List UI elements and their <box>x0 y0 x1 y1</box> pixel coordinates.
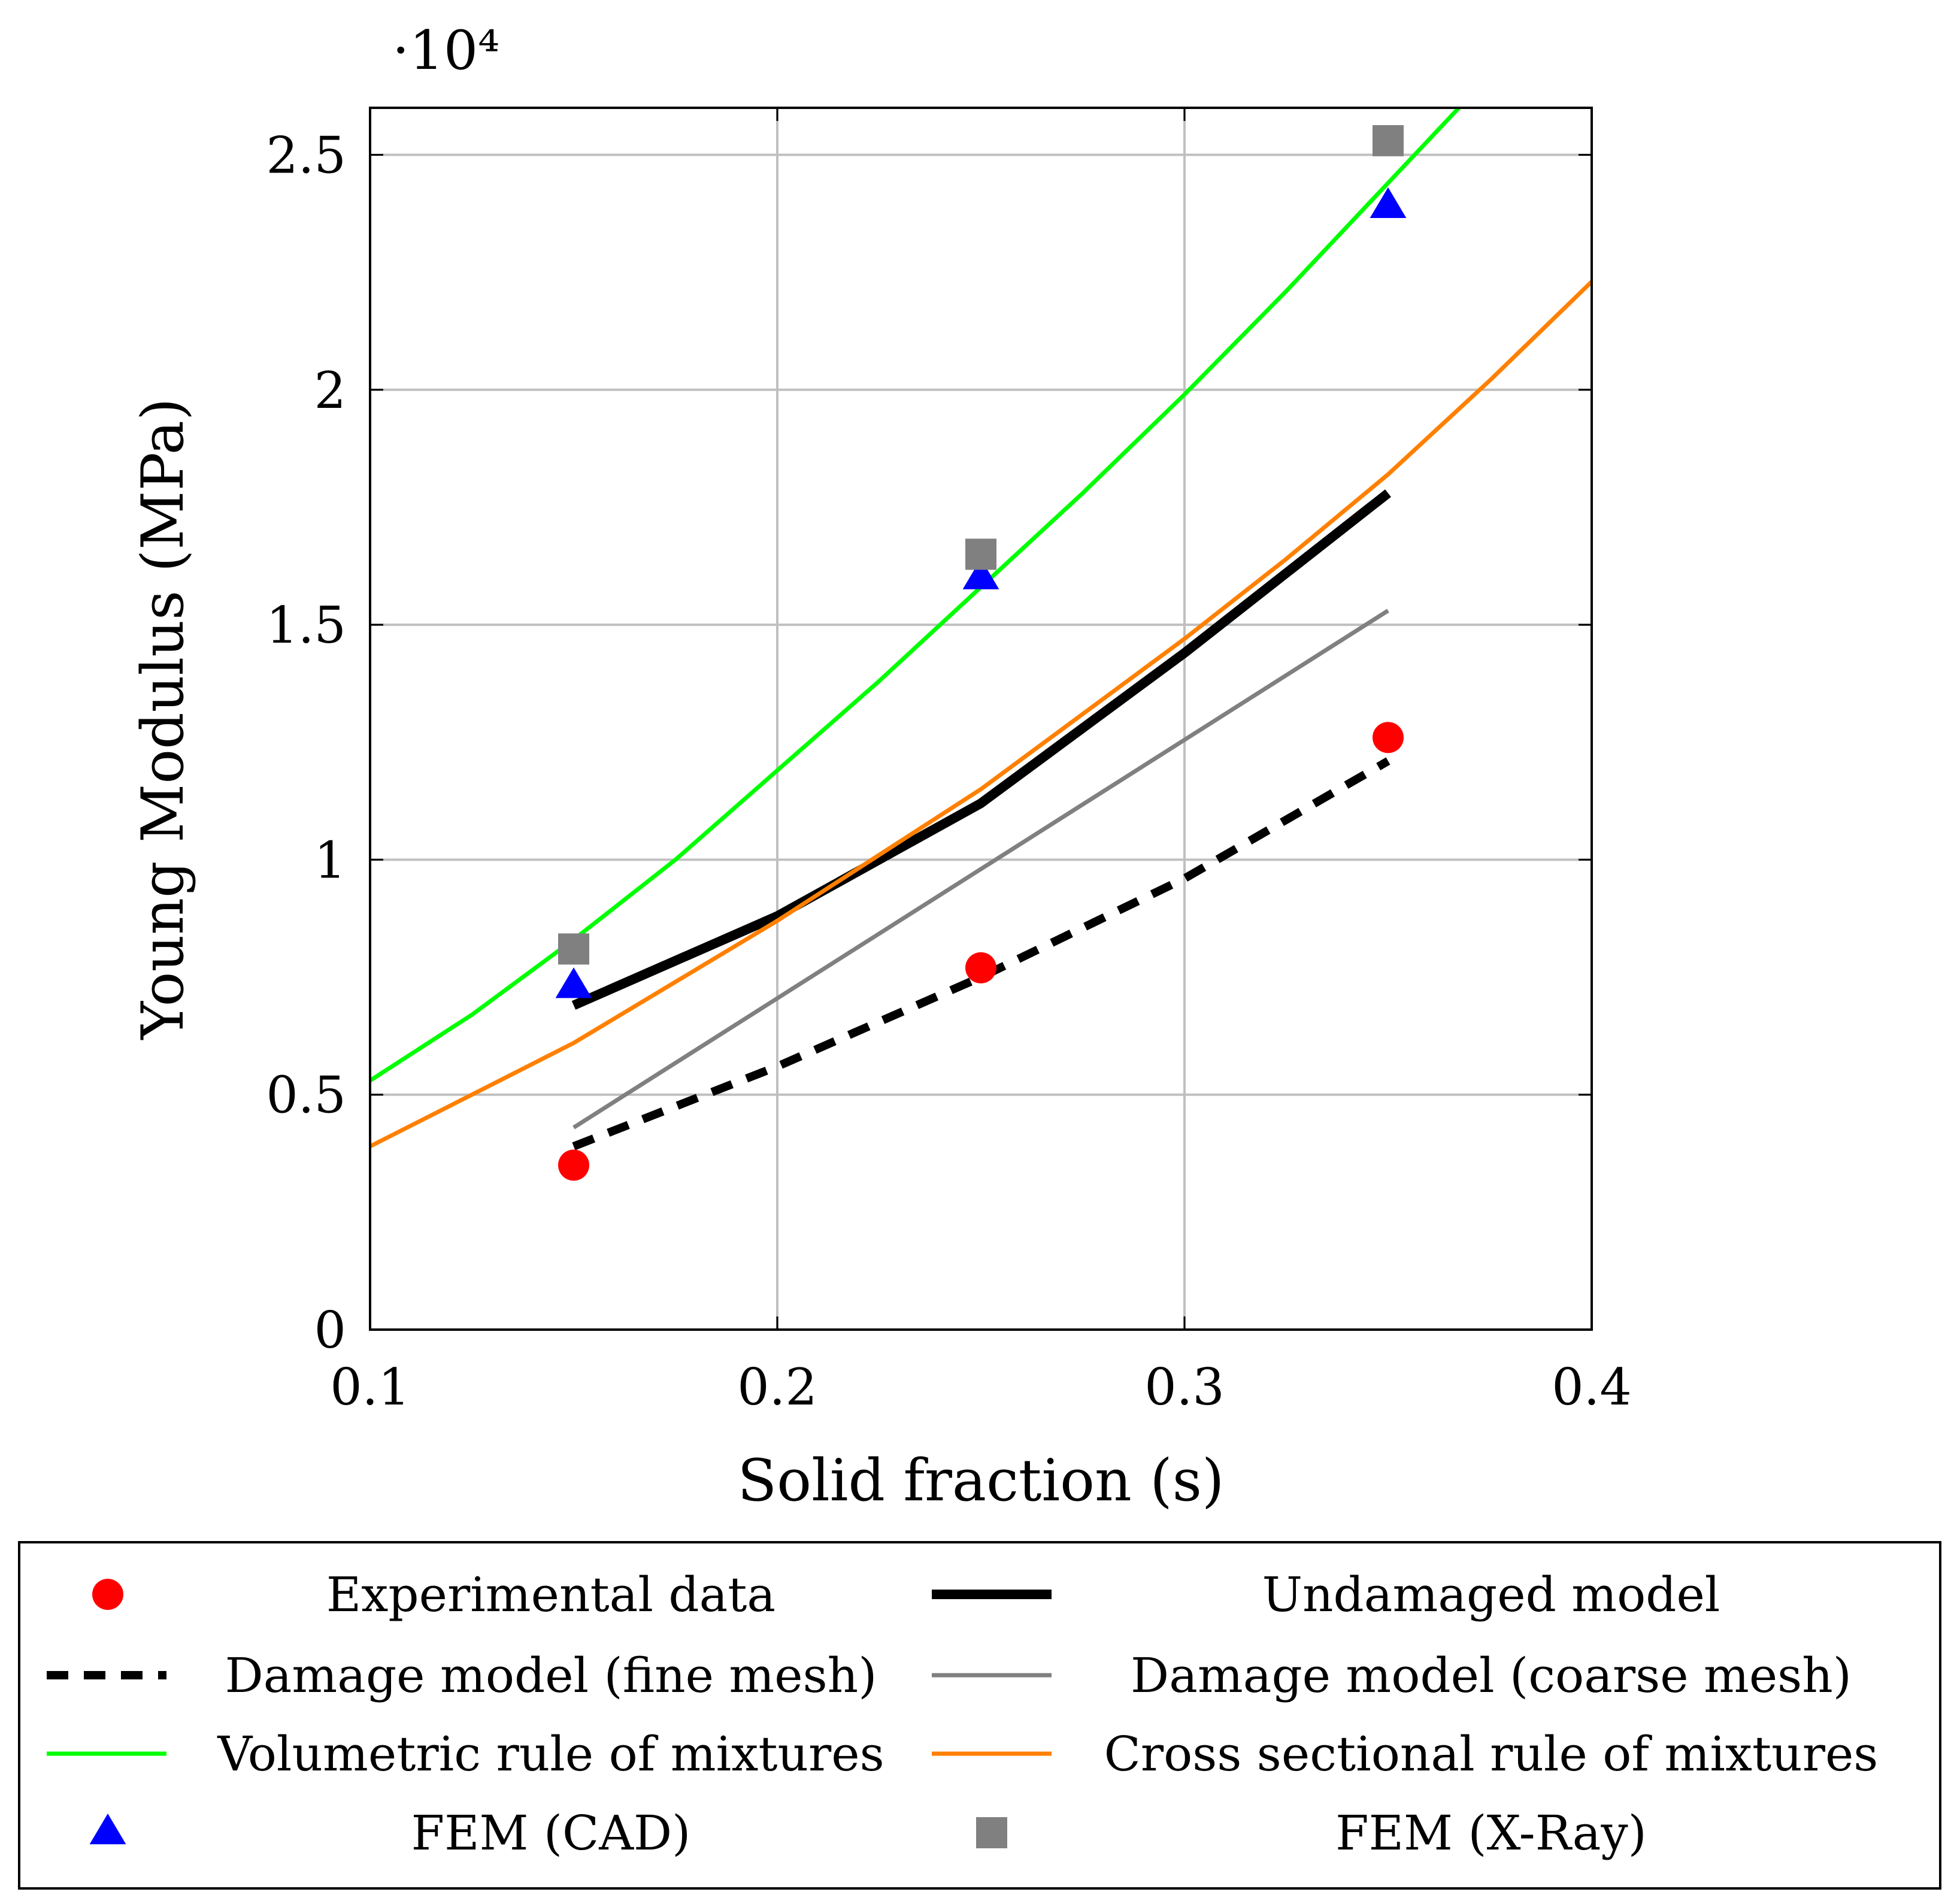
series-line-damage-model-fine-mesh <box>572 757 1390 1151</box>
series-volumetric-rule-of-mixtures <box>370 108 1462 1083</box>
data-point <box>558 1149 589 1181</box>
legend-label: Damage model (coarse mesh) <box>1131 1648 1852 1703</box>
y-tick-label: 0 <box>314 1301 346 1360</box>
axis-scale-label: ·10⁴ <box>392 19 499 82</box>
data-point <box>555 967 592 998</box>
legend-label: FEM (CAD) <box>411 1805 691 1861</box>
series-fem-cad <box>555 187 1407 998</box>
series-undamaged-model <box>571 489 1391 1010</box>
legend-item-experimental-data: Experimental data <box>92 1567 775 1623</box>
data-point <box>965 952 996 983</box>
legend-item-undamaged-model: Undamaged model <box>932 1567 1720 1623</box>
y-tick-label: 2 <box>314 361 346 420</box>
legend-item-damage-model-fine-mesh: Damage model (fine mesh) <box>47 1648 877 1703</box>
ticks <box>369 108 1593 1331</box>
series-damage-model-fine-mesh <box>572 757 1390 1151</box>
x-tick-label: 0.2 <box>737 1358 817 1416</box>
series-damage-model-coarse-mesh <box>572 609 1389 1130</box>
legend-label: FEM (X-Ray) <box>1335 1805 1647 1861</box>
series-line-cross-sectional-rule-of-mixtures <box>370 280 1592 1149</box>
data-point <box>1370 187 1407 218</box>
y-tick-label: 0.5 <box>266 1066 346 1125</box>
y-axis-title: Young Modulus (MPa) <box>129 398 196 1041</box>
legend-item-fem-cad: FEM (CAD) <box>89 1805 691 1861</box>
series-experimental-data <box>558 722 1404 1181</box>
data-point <box>965 538 996 570</box>
series-line-undamaged-model <box>571 489 1391 1010</box>
data-point <box>962 558 999 589</box>
data-point <box>1373 722 1404 753</box>
legend-item-volumetric-rule-of-mixtures: Volumetric rule of mixtures <box>47 1726 884 1782</box>
x-tick-label: 0.4 <box>1552 1358 1632 1416</box>
legend-label: Damage model (fine mesh) <box>225 1648 877 1703</box>
legend-label: Cross sectional rule of mixtures <box>1104 1726 1879 1782</box>
grid <box>369 108 1593 1331</box>
series-fem-x-ray <box>558 125 1404 965</box>
legend-item-fem-x-ray: FEM (X-Ray) <box>976 1805 1647 1861</box>
data-point <box>1373 125 1404 156</box>
series-line-volumetric-rule-of-mixtures <box>370 108 1462 1083</box>
x-axis-title: Solid fraction (s) <box>738 1447 1225 1514</box>
series-cross-sectional-rule-of-mixtures <box>370 280 1592 1149</box>
legend-items: Experimental data Undamaged model Damage m… <box>47 1567 1878 1861</box>
legend: Experimental data Undamaged model Damage m… <box>18 1541 1941 1890</box>
series-layer <box>370 108 1592 1181</box>
legend-label: Volumetric rule of mixtures <box>217 1726 884 1782</box>
legend-symbol <box>89 1814 126 1845</box>
series-line-damage-model-coarse-mesh <box>572 609 1389 1130</box>
legend-symbol <box>976 1817 1007 1848</box>
y-tick-label: 2.5 <box>266 126 346 184</box>
legend-label: Undamaged model <box>1262 1567 1720 1623</box>
y-tick-label: 1.5 <box>266 596 346 655</box>
x-tick-label: 0.1 <box>330 1358 410 1416</box>
data-point <box>558 933 589 965</box>
y-tick-label: 1 <box>314 831 346 889</box>
x-tick-label: 0.3 <box>1144 1358 1225 1416</box>
legend-item-cross-sectional-rule-of-mixtures: Cross sectional rule of mixtures <box>932 1726 1878 1782</box>
tick-labels: 0.1 0.2 0.3 0.4 0 0.5 1 1.5 2 2.5 <box>266 126 1631 1416</box>
plot-frame <box>369 107 1593 1331</box>
legend-label: Experimental data <box>326 1567 775 1623</box>
legend-symbol <box>92 1579 123 1610</box>
legend-item-damage-model-coarse-mesh: Damage model (coarse mesh) <box>932 1648 1852 1703</box>
